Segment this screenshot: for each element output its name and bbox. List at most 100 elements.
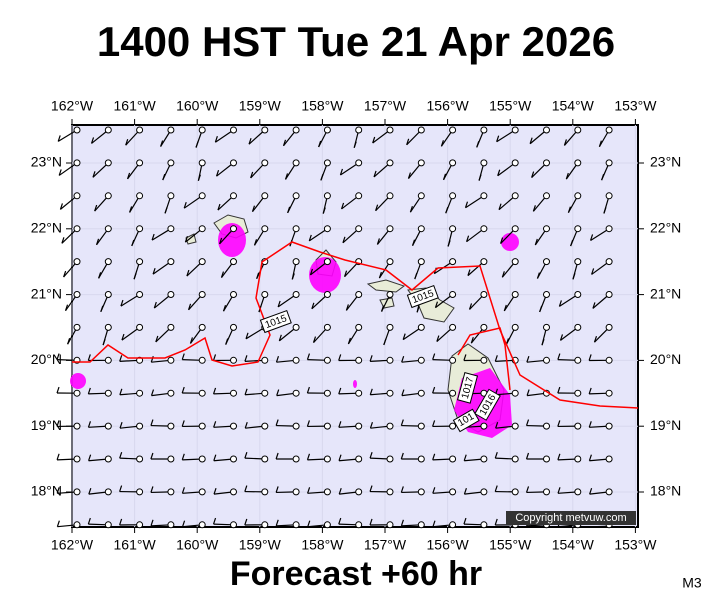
station (230, 356, 237, 364)
barb-feather (151, 233, 155, 241)
barb-feather (347, 337, 351, 345)
barb-staff (372, 129, 391, 144)
barb-feather (369, 518, 373, 526)
barb-feather (307, 520, 311, 527)
barb-feather (212, 387, 217, 395)
barb-feather (593, 336, 598, 343)
barb-feather (87, 421, 92, 428)
station (292, 356, 300, 364)
barb-feather (181, 420, 185, 427)
station (292, 192, 300, 200)
barb-feather (152, 267, 156, 275)
lon-label: 154°W (552, 537, 595, 553)
station (261, 488, 269, 496)
barb-feather (155, 335, 159, 343)
barb-feather (376, 238, 380, 245)
lat-label: 20°N (31, 351, 62, 367)
barb-feather (526, 389, 530, 396)
axis-labels: 162°W 162°W 161°W 161°W 160°W 160°W 159°W 159°W… (31, 98, 682, 553)
station (355, 521, 363, 529)
station (323, 521, 331, 529)
barb-feather (119, 355, 123, 362)
title: 1400 HST Tue 21 Apr 2026 (97, 18, 615, 65)
station (167, 356, 175, 364)
station (136, 258, 144, 266)
station (386, 422, 394, 430)
barb-feather (500, 237, 504, 244)
barb-feather (494, 451, 498, 459)
barb-feather (498, 203, 502, 210)
barb-feather (277, 300, 281, 308)
barb-feather (557, 420, 561, 427)
barb-staff (58, 162, 78, 176)
station (386, 356, 394, 364)
station (386, 225, 394, 233)
barb-staff (466, 228, 485, 243)
station (417, 521, 425, 529)
island (366, 279, 406, 293)
corner-label: M3 (682, 575, 702, 591)
station (543, 159, 550, 167)
station (230, 323, 237, 331)
station (480, 225, 488, 233)
station (574, 455, 582, 463)
station (104, 126, 112, 134)
station (355, 291, 363, 298)
barb-feather (213, 454, 217, 461)
lon-label: 159°W (239, 537, 282, 553)
barb-staff (311, 294, 328, 310)
station (230, 389, 237, 397)
station (73, 126, 81, 134)
lon-label: 155°W (489, 537, 532, 553)
barb-staff (185, 228, 203, 243)
lon-label: 155°W (489, 98, 532, 114)
station (261, 356, 269, 364)
station (355, 389, 363, 397)
station (480, 356, 488, 364)
barb-feather (87, 354, 91, 361)
barb-feather (592, 302, 596, 309)
barb-feather (87, 387, 91, 395)
station (417, 159, 425, 167)
barb-staff (151, 228, 172, 241)
station (167, 488, 175, 496)
station (417, 225, 425, 233)
barb-feather (215, 170, 220, 177)
barb-feather (601, 173, 605, 181)
lat-label: 21°N (650, 285, 681, 301)
station (417, 389, 425, 397)
barb-feather (275, 356, 280, 363)
barb-staff (217, 195, 234, 211)
station (511, 225, 519, 233)
barb-staff (308, 228, 328, 242)
barb-feather (320, 174, 324, 181)
barb-feather (195, 141, 199, 148)
station (480, 126, 488, 134)
station (104, 389, 112, 397)
barb-staff (559, 293, 579, 307)
barb-feather (244, 518, 248, 526)
barb-feather (375, 204, 379, 211)
station (543, 323, 550, 331)
barb-feather (287, 206, 291, 214)
station (136, 126, 144, 134)
barb-feather (463, 354, 467, 361)
barb-feather (213, 487, 217, 495)
station (386, 323, 394, 331)
barb-feather (181, 353, 185, 360)
station (261, 291, 269, 298)
barb-feather (497, 169, 501, 176)
barb-feather (150, 486, 154, 493)
barb-feather (353, 141, 357, 148)
barb-feather (88, 487, 92, 495)
station (73, 422, 81, 430)
barb-feather (129, 206, 133, 213)
barb-staff (248, 129, 266, 145)
barb-staff (152, 261, 172, 275)
station (261, 159, 269, 167)
station (323, 389, 331, 397)
station (511, 455, 519, 463)
barb-feather (588, 454, 592, 461)
station (198, 455, 206, 463)
station (261, 126, 269, 134)
